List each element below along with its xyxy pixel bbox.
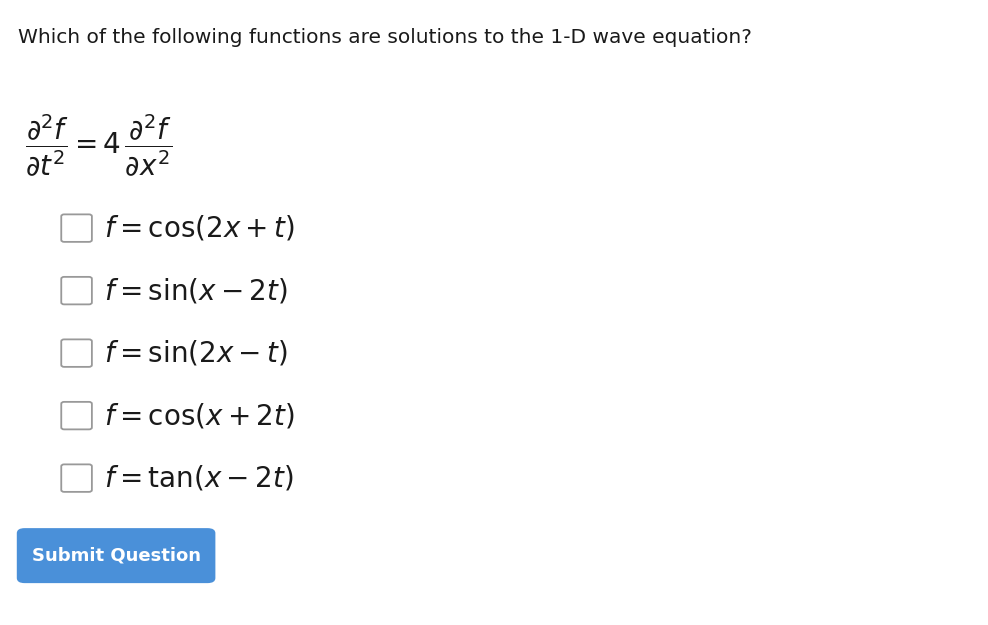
Text: Which of the following functions are solutions to the 1-D wave equation?: Which of the following functions are sol… [18, 28, 752, 47]
FancyBboxPatch shape [61, 339, 92, 367]
Text: $\dfrac{\partial^2 f}{\partial t^2} = 4\,\dfrac{\partial^2 f}{\partial x^2}$: $\dfrac{\partial^2 f}{\partial t^2} = 4\… [25, 112, 172, 179]
Text: $f = \cos(x + 2t)$: $f = \cos(x + 2t)$ [104, 401, 294, 430]
FancyBboxPatch shape [61, 277, 92, 304]
Text: $f = \cos(2x + t)$: $f = \cos(2x + t)$ [104, 214, 294, 243]
FancyBboxPatch shape [17, 528, 215, 583]
FancyBboxPatch shape [61, 402, 92, 429]
Text: $f = \sin(x - 2t)$: $f = \sin(x - 2t)$ [104, 276, 288, 305]
Text: Submit Question: Submit Question [32, 547, 201, 564]
FancyBboxPatch shape [61, 214, 92, 242]
FancyBboxPatch shape [61, 464, 92, 492]
Text: $f = \sin(2x - t)$: $f = \sin(2x - t)$ [104, 339, 288, 367]
Text: $f = \tan(x - 2t)$: $f = \tan(x - 2t)$ [104, 464, 293, 492]
